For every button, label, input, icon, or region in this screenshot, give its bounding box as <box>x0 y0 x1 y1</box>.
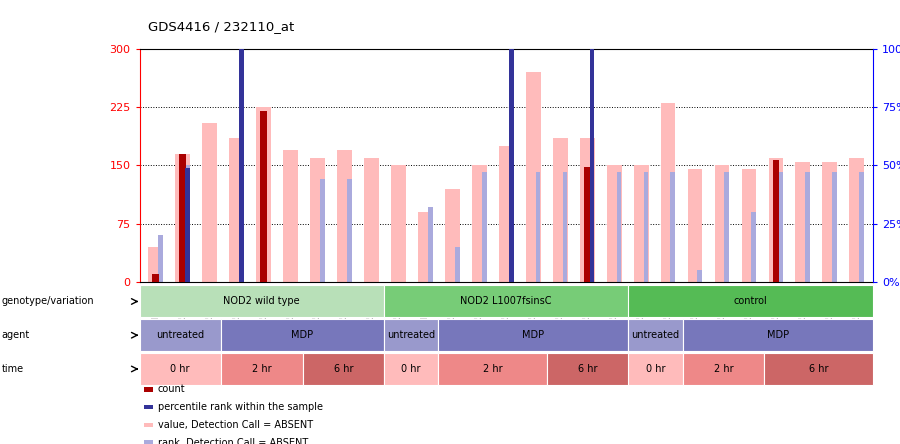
Bar <box>482 172 487 282</box>
Text: count: count <box>158 385 185 394</box>
Bar <box>661 103 676 282</box>
Bar <box>724 172 729 282</box>
Bar <box>239 0 244 282</box>
Text: 0 hr: 0 hr <box>170 364 190 374</box>
Text: 0 hr: 0 hr <box>401 364 421 374</box>
Bar <box>320 179 325 282</box>
Bar <box>584 167 590 282</box>
Bar <box>202 123 217 282</box>
Bar <box>580 138 595 282</box>
Bar <box>364 158 379 282</box>
Bar <box>284 150 298 282</box>
Bar <box>176 154 190 282</box>
Bar <box>158 235 163 282</box>
Bar <box>590 172 594 282</box>
Bar <box>832 172 837 282</box>
Text: MDP: MDP <box>522 330 544 340</box>
Bar <box>310 158 325 282</box>
Bar <box>418 212 433 282</box>
Text: NOD2 L1007fsinsC: NOD2 L1007fsinsC <box>461 297 552 306</box>
Bar <box>454 247 460 282</box>
Text: 6 hr: 6 hr <box>578 364 598 374</box>
Text: MDP: MDP <box>292 330 313 340</box>
Text: MDP: MDP <box>767 330 789 340</box>
Bar <box>850 158 864 282</box>
Bar <box>778 172 783 282</box>
Text: percentile rank within the sample: percentile rank within the sample <box>158 402 322 412</box>
Bar <box>644 172 648 282</box>
Text: 0 hr: 0 hr <box>646 364 665 374</box>
Bar <box>590 0 594 282</box>
Bar <box>752 212 756 282</box>
Text: 2 hr: 2 hr <box>714 364 734 374</box>
Text: NOD2 wild type: NOD2 wild type <box>223 297 300 306</box>
Text: untreated: untreated <box>387 330 436 340</box>
Bar <box>670 172 675 282</box>
Bar <box>536 172 541 282</box>
Text: 6 hr: 6 hr <box>334 364 353 374</box>
Bar <box>472 165 487 282</box>
Bar <box>553 138 568 282</box>
Bar <box>445 189 460 282</box>
Text: untreated: untreated <box>632 330 680 340</box>
Text: 6 hr: 6 hr <box>809 364 828 374</box>
Text: value, Detection Call = ABSENT: value, Detection Call = ABSENT <box>158 420 312 430</box>
Text: 2 hr: 2 hr <box>483 364 502 374</box>
Text: untreated: untreated <box>157 330 204 340</box>
Bar <box>823 162 837 282</box>
Bar <box>499 146 514 282</box>
Bar <box>526 72 541 282</box>
Bar <box>806 172 810 282</box>
Bar <box>508 0 514 282</box>
Bar <box>185 168 190 282</box>
Text: time: time <box>2 364 24 374</box>
Bar <box>715 165 729 282</box>
Bar <box>634 165 649 282</box>
Bar <box>346 179 352 282</box>
Bar <box>562 172 568 282</box>
Bar <box>698 270 702 282</box>
Text: 2 hr: 2 hr <box>252 364 272 374</box>
Text: rank, Detection Call = ABSENT: rank, Detection Call = ABSENT <box>158 438 308 444</box>
Bar <box>428 207 433 282</box>
Bar <box>337 150 352 282</box>
Bar <box>185 165 190 282</box>
Bar <box>260 111 267 282</box>
Bar <box>152 274 159 282</box>
Bar <box>148 247 163 282</box>
Text: control: control <box>734 297 768 306</box>
Bar <box>772 160 779 282</box>
Bar <box>607 165 622 282</box>
Bar <box>179 154 186 282</box>
Bar <box>796 162 810 282</box>
Bar <box>616 172 621 282</box>
Bar <box>860 172 864 282</box>
Bar <box>230 138 244 282</box>
Text: GDS4416 / 232110_at: GDS4416 / 232110_at <box>148 20 295 33</box>
Bar <box>742 169 756 282</box>
Text: genotype/variation: genotype/variation <box>2 297 94 306</box>
Text: agent: agent <box>2 330 30 340</box>
Bar <box>256 107 271 282</box>
Bar <box>688 169 702 282</box>
Bar <box>769 158 783 282</box>
Bar <box>391 165 406 282</box>
